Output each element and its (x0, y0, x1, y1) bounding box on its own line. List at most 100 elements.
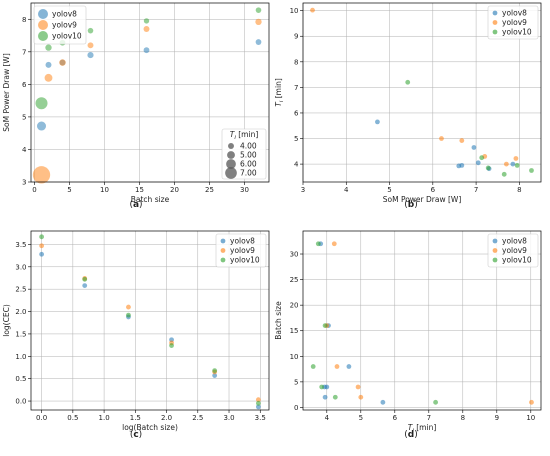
data-point-yolov8 (380, 399, 386, 405)
y-tick-label: 3.0 (15, 263, 26, 271)
legend-label-yolov8: yolov8 (230, 237, 255, 246)
legend-marker-yolov9 (220, 248, 226, 253)
legend-label-yolov10: yolov10 (230, 256, 260, 265)
data-point-yolov8 (459, 162, 465, 168)
legend-marker-yolov8 (492, 238, 498, 244)
x-tick-label: 15 (135, 186, 144, 194)
data-point-yolov10 (322, 323, 328, 329)
data-point-yolov9 (331, 241, 337, 247)
data-point-yolov10 (514, 162, 520, 168)
size-legend-label: 7.00 (240, 169, 257, 178)
y-axis-label: log(CEC) (2, 304, 11, 337)
x-tick-label: 20 (170, 186, 179, 194)
data-point-yolov9 (529, 399, 534, 405)
x-axis-label: log(Batch size) (122, 423, 178, 432)
y-tick-label: 0.0 (15, 398, 26, 406)
legend-label-yolov9: yolov9 (52, 21, 77, 30)
data-point-yolov9 (355, 384, 361, 390)
data-point-yolov8 (322, 394, 328, 400)
data-point-yolov8 (510, 161, 516, 167)
data-point-yolov9 (439, 136, 444, 141)
y-tick-label: 5 (294, 378, 298, 386)
y-tick-label: 20 (290, 302, 299, 310)
legend-label-yolov8: yolov8 (502, 9, 527, 18)
data-point-yolov8 (212, 373, 218, 378)
y-tick-label: 8 (22, 16, 26, 24)
legend-box (487, 5, 539, 40)
data-point-yolov10 (87, 27, 94, 34)
x-tick-label: 7 (474, 186, 478, 194)
data-point-yolov10 (332, 394, 338, 400)
data-point-yolov10 (479, 155, 485, 161)
size-legend-marker (226, 159, 236, 169)
x-tick-label: 8 (517, 186, 521, 194)
x-tick-label: 2.0 (161, 414, 172, 422)
data-point-yolov8 (375, 119, 380, 125)
data-point-yolov9 (358, 394, 364, 400)
x-tick-label: 0.0 (36, 414, 47, 422)
size-legend-label: 4.00 (240, 142, 257, 151)
panel-2: 3 4 5 6 7 8 4 5 6 7 8 9 10 SoM Power Draw [W] Ti [min]… (274, 2, 542, 210)
legend-label-yolov8: yolov8 (502, 237, 527, 246)
x-tick-label: 10 (100, 186, 109, 194)
axes-frame (30, 230, 270, 411)
legend-label-yolov9: yolov9 (502, 246, 527, 255)
data-point-yolov9 (459, 138, 465, 143)
legend-label-yolov9: yolov9 (502, 18, 527, 27)
x-tick-label: 0 (32, 186, 36, 194)
data-point-yolov8 (143, 47, 150, 54)
data-point-yolov9 (310, 7, 315, 13)
y-tick-label: 1.5 (15, 330, 26, 338)
y-axis-label: SoM Power Draw [W] (2, 53, 11, 132)
x-tick-label: 3.0 (223, 414, 234, 422)
panel-3: 0.0 0.5 1.0 1.5 2.0 2.5 3.0 3.5 0.0 0.5 1.0 1.5 2.0 2… (2, 230, 270, 440)
data-point-yolov10 (143, 18, 150, 24)
data-point-yolov10 (82, 276, 88, 282)
y-tick-label: 30 (290, 251, 299, 259)
y-tick-label: 5 (294, 135, 298, 143)
y-tick-label: 4 (294, 161, 299, 169)
x-axis-label: SoM Power Draw [W] (383, 195, 462, 204)
panel-caption: (d) (404, 430, 417, 440)
x-tick-label: 30 (240, 186, 249, 194)
data-point-yolov10 (319, 384, 325, 390)
axes-frame (302, 2, 542, 183)
y-tick-label: 5 (22, 113, 26, 121)
legend-marker-yolov10 (492, 29, 498, 35)
size-legend-label: 5.00 (240, 151, 257, 160)
data-point-yolov9 (255, 18, 262, 26)
data-point-yolov10 (212, 368, 218, 374)
data-point-yolov8 (471, 145, 477, 150)
data-point-yolov10 (126, 312, 131, 318)
y-tick-label: 8 (294, 58, 298, 66)
data-point-yolov10 (501, 171, 507, 177)
y-tick-label: 3 (22, 179, 26, 187)
x-tick-label: 6 (393, 414, 398, 422)
legend-label-yolov10: yolov10 (502, 28, 532, 37)
x-tick-label: 9 (495, 414, 499, 422)
size-legend-title: Ti [min] (230, 130, 259, 141)
data-point-yolov10 (433, 399, 438, 405)
legend-label-yolov9: yolov9 (230, 246, 255, 255)
x-tick-label: 10 (526, 414, 535, 422)
data-point-yolov8 (87, 51, 94, 59)
data-point-yolov9 (87, 42, 94, 49)
legend-label-yolov10: yolov10 (502, 256, 532, 265)
data-point-yolov8 (255, 404, 261, 410)
legend-marker-yolov8 (492, 10, 498, 16)
panel-4: 4 5 6 7 8 9 10 0 5 10 15 20 25 30 Ti [min] Batch size yo… (274, 230, 542, 440)
y-tick-label: 2.0 (15, 308, 26, 316)
legend-label-yolov8: yolov8 (52, 10, 77, 19)
data-point-yolov9 (44, 73, 53, 82)
y-tick-label: 10 (290, 353, 299, 361)
data-point-yolov9 (334, 364, 340, 369)
x-tick-label: 5 (387, 186, 391, 194)
x-tick-label: 6 (431, 186, 436, 194)
y-tick-label: 7 (22, 48, 26, 56)
data-point-yolov9 (143, 26, 150, 33)
x-axis-label: Ti [min] (408, 423, 437, 434)
data-point-yolov9 (255, 397, 261, 403)
legend-box (487, 233, 539, 268)
x-tick-label: 0.5 (67, 414, 78, 422)
